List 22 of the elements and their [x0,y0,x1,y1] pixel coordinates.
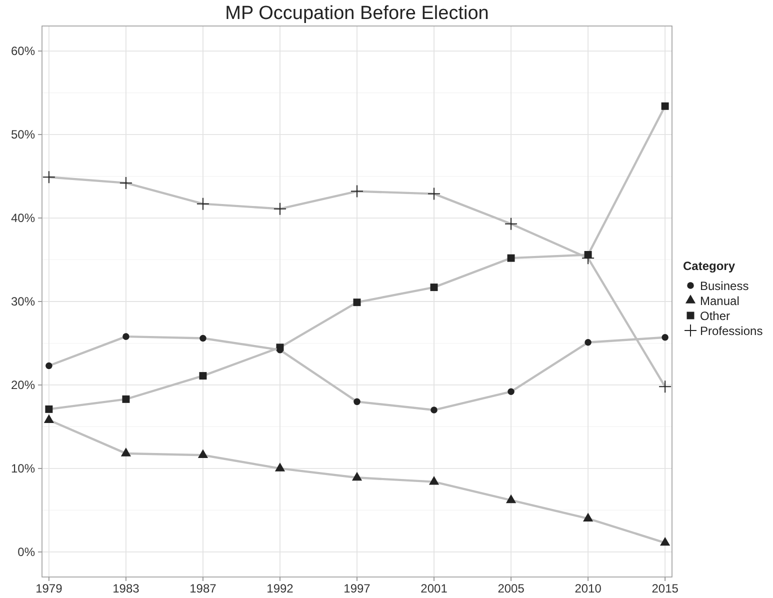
legend-label: Professions [700,324,763,338]
y-tick-label: 10% [10,461,36,476]
y-tick-label: 50% [10,127,36,142]
y-tick-label: 20% [10,378,36,392]
legend-title: Category [683,259,736,273]
legend-label: Other [700,309,730,323]
y-tick-label: 40% [10,210,36,225]
x-tick-label: 2015 [652,582,679,596]
y-tick-label: 0% [18,544,36,559]
x-tick-label: 1992 [266,582,294,596]
y-tick-label: 60% [10,44,36,58]
legend-label: Business [700,279,749,293]
x-tick-label: 1983 [112,582,140,596]
chart-title: MP Occupation Before Election [225,3,489,24]
x-tick-label: 2010 [574,582,602,596]
x-tick-label: 1987 [190,582,217,596]
x-tick-label: 1979 [36,582,63,596]
x-tick-label: 1997 [344,582,371,596]
x-tick-label: 2001 [420,582,448,596]
legend-label: Manual [700,294,740,308]
x-tick-label: 2005 [498,582,525,596]
y-tick-label: 30% [10,294,36,308]
